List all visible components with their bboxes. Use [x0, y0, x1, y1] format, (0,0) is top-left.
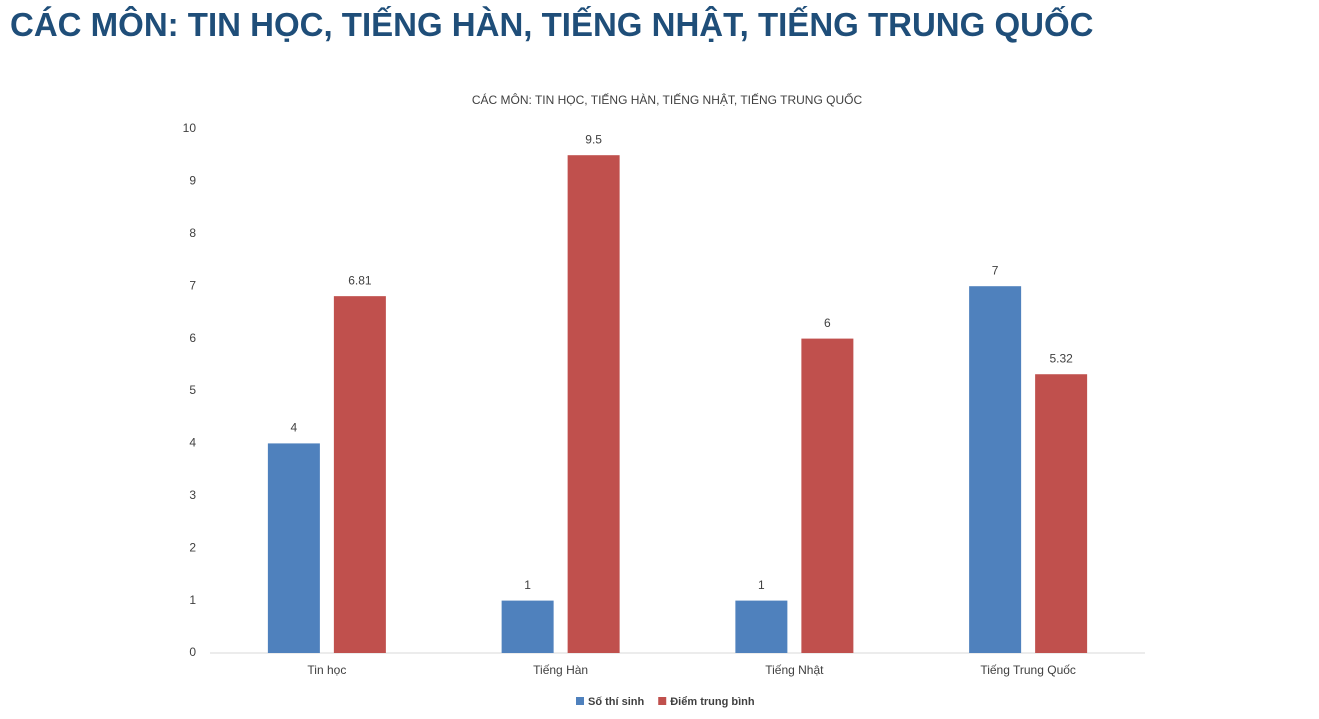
y-tick-label: 6: [189, 331, 196, 345]
y-tick-label: 2: [189, 540, 196, 554]
x-tick-label: Tin học: [307, 663, 346, 677]
chart-title: CÁC MÔN: TIN HỌC, TIẾNG HÀN, TIẾNG NHẬT,…: [472, 92, 863, 107]
bar: [267, 443, 320, 653]
legend-swatch: [658, 697, 667, 705]
legend-swatch: [576, 697, 584, 705]
legend-label: Số thí sinh: [588, 696, 645, 708]
bar: [501, 600, 554, 653]
page-heading: CÁC MÔN: TIN HỌC, TIẾNG HÀN, TIẾNG NHẬT,…: [10, 6, 1094, 43]
bar: [333, 296, 386, 653]
value-label: 7: [992, 263, 999, 277]
x-tick-label: Tiếng Nhật: [765, 663, 824, 677]
y-tick-label: 1: [189, 593, 196, 607]
bar: [801, 338, 854, 653]
bar: [969, 286, 1022, 653]
y-tick-label: 8: [189, 226, 196, 240]
value-label: 6: [824, 316, 831, 330]
legend-label: Điểm trung bình: [670, 696, 755, 708]
value-label: 4: [291, 421, 298, 435]
y-tick-label: 5: [189, 383, 196, 397]
value-label: 1: [524, 578, 531, 592]
y-tick-label: 7: [189, 278, 196, 292]
y-tick-label: 10: [183, 121, 197, 135]
y-tick-label: 0: [189, 645, 196, 659]
bar: [567, 155, 620, 653]
bar: [1035, 374, 1088, 653]
y-tick-label: 3: [189, 488, 196, 502]
bar: [735, 600, 788, 653]
x-tick-label: Tiếng Hàn: [533, 663, 588, 677]
value-label: 5.32: [1049, 351, 1073, 365]
value-label: 1: [758, 578, 765, 592]
value-label: 6.81: [348, 273, 372, 287]
y-tick-label: 9: [189, 174, 196, 188]
y-tick-label: 4: [189, 436, 196, 450]
x-tick-label: Tiếng Trung Quốc: [980, 663, 1076, 677]
value-label: 9.5: [585, 132, 602, 146]
